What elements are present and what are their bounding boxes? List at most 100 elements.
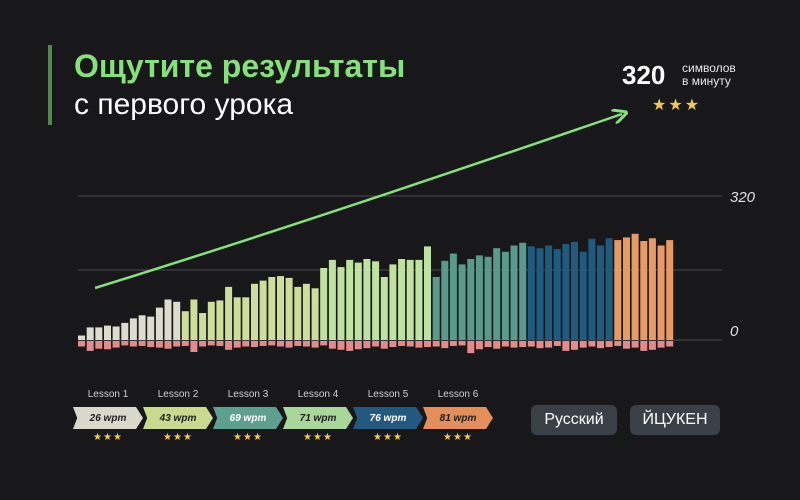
chart-error-bar: [501, 341, 509, 347]
chart-error-bar: [406, 341, 414, 347]
chart-error-bar: [484, 341, 492, 348]
chart-bar: [259, 280, 267, 340]
chart-bar: [216, 300, 224, 340]
chart-bar: [121, 322, 129, 340]
bars-group: [78, 233, 674, 341]
chart-error-bar: [605, 341, 613, 348]
lesson-wpm: 26 wpm: [89, 412, 127, 424]
chart-bar: [138, 315, 146, 341]
chart-error-bar: [475, 341, 483, 350]
chart-bar: [424, 246, 431, 340]
chart-bar: [640, 241, 648, 340]
chart-bar: [268, 277, 276, 340]
chart-error-bar: [363, 341, 371, 349]
chart-error-bar: [449, 341, 457, 346]
chart-error-bar: [285, 341, 293, 348]
chart-error-bar: [623, 341, 630, 349]
chart-bar: [181, 311, 189, 340]
chart-bar: [389, 264, 397, 340]
chart-bar: [112, 326, 120, 340]
chart-error-bar: [328, 341, 336, 349]
chart-error-bar: [225, 341, 233, 350]
chart-error-bar: [666, 341, 674, 347]
chart-error-bar: [233, 341, 241, 348]
lesson-label: Lesson 4: [297, 389, 339, 400]
lesson-stars-icon: ★★★: [93, 432, 123, 443]
chart-error-bar: [259, 341, 267, 346]
chart-bar: [536, 248, 544, 340]
chart-bar: [78, 335, 85, 340]
chart-bar: [605, 238, 613, 340]
chart-bar: [623, 237, 630, 340]
chart-error-bar: [129, 341, 137, 347]
chart-error-bar: [277, 341, 284, 347]
chart-error-bar: [190, 341, 198, 352]
chart-bar: [519, 242, 527, 340]
lesson-wpm: 43 wpm: [159, 412, 197, 424]
chart-bar: [449, 253, 457, 340]
chart-error-bar: [519, 341, 527, 348]
chart-bar: [475, 255, 483, 340]
lesson-chip[interactable]: 81 wpm: [423, 407, 493, 429]
chart-bar: [588, 238, 596, 341]
chart-error-bar: [216, 341, 224, 346]
lesson-chip[interactable]: 76 wpm: [353, 407, 423, 429]
chart-bar: [579, 251, 587, 340]
chart-bar: [631, 233, 639, 340]
lesson-chip[interactable]: 69 wpm: [213, 407, 283, 429]
chart-bar: [372, 261, 380, 341]
chart-bar: [510, 245, 518, 340]
keyboard-layout-button[interactable]: ЙЦУКЕН: [630, 405, 720, 435]
chart-bar: [614, 240, 622, 340]
chart-error-bar: [562, 341, 570, 351]
chart-bar: [294, 286, 302, 340]
chart-bar: [380, 277, 388, 340]
chart-error-bar: [536, 341, 544, 349]
chart-error-bar: [147, 341, 155, 348]
chart-error-bar: [614, 341, 622, 346]
chart-error-bar: [389, 341, 397, 348]
lesson-chip[interactable]: 71 wpm: [283, 407, 353, 429]
lesson-wpm: 76 wpm: [369, 412, 407, 424]
lesson-wpm: 71 wpm: [299, 412, 337, 424]
lesson-label: Lesson 3: [227, 389, 269, 400]
chart-bar: [320, 268, 328, 340]
chart-error-bar: [467, 341, 475, 354]
negative-bars-group: [78, 341, 674, 354]
chart-error-bar: [302, 341, 310, 347]
lesson-stars-icon: ★★★: [163, 432, 193, 443]
chart-bar: [199, 313, 207, 340]
lesson-chip[interactable]: 26 wpm: [73, 407, 143, 429]
lesson-label: Lesson 5: [367, 389, 409, 400]
chart-error-bar: [380, 341, 388, 349]
chart-error-bar: [242, 341, 250, 347]
chart-error-bar: [95, 341, 103, 349]
speed-value: 320: [622, 60, 666, 90]
y-tick-label-min: 0: [730, 323, 739, 340]
chart-bar: [484, 256, 492, 341]
lesson-wpm: 69 wpm: [229, 412, 267, 424]
headline-subtitle: с первого урока: [74, 88, 294, 121]
chart-bar: [95, 327, 103, 340]
chart-error-bar: [640, 341, 648, 351]
chart-error-bar: [354, 341, 362, 350]
chart-error-bar: [553, 341, 561, 346]
language-button[interactable]: Русский: [531, 405, 617, 435]
chart-error-bar: [415, 341, 423, 348]
chart-error-bar: [432, 341, 440, 347]
lesson-chip[interactable]: 43 wpm: [143, 407, 213, 429]
chart-error-bar: [104, 341, 111, 350]
chart-error-bar: [527, 341, 535, 347]
chart-error-bar: [320, 341, 328, 346]
chart-bar: [311, 288, 319, 341]
chart-error-bar: [372, 341, 380, 347]
chart-bar: [190, 299, 198, 340]
lesson-stars-icon: ★★★: [233, 432, 263, 443]
chart-bar: [406, 259, 414, 340]
chart-bar: [545, 245, 553, 340]
chart-bar: [571, 241, 578, 340]
chart-bar: [648, 238, 656, 340]
chart-error-bar: [164, 341, 172, 349]
headline-accent-bar: [48, 45, 52, 125]
